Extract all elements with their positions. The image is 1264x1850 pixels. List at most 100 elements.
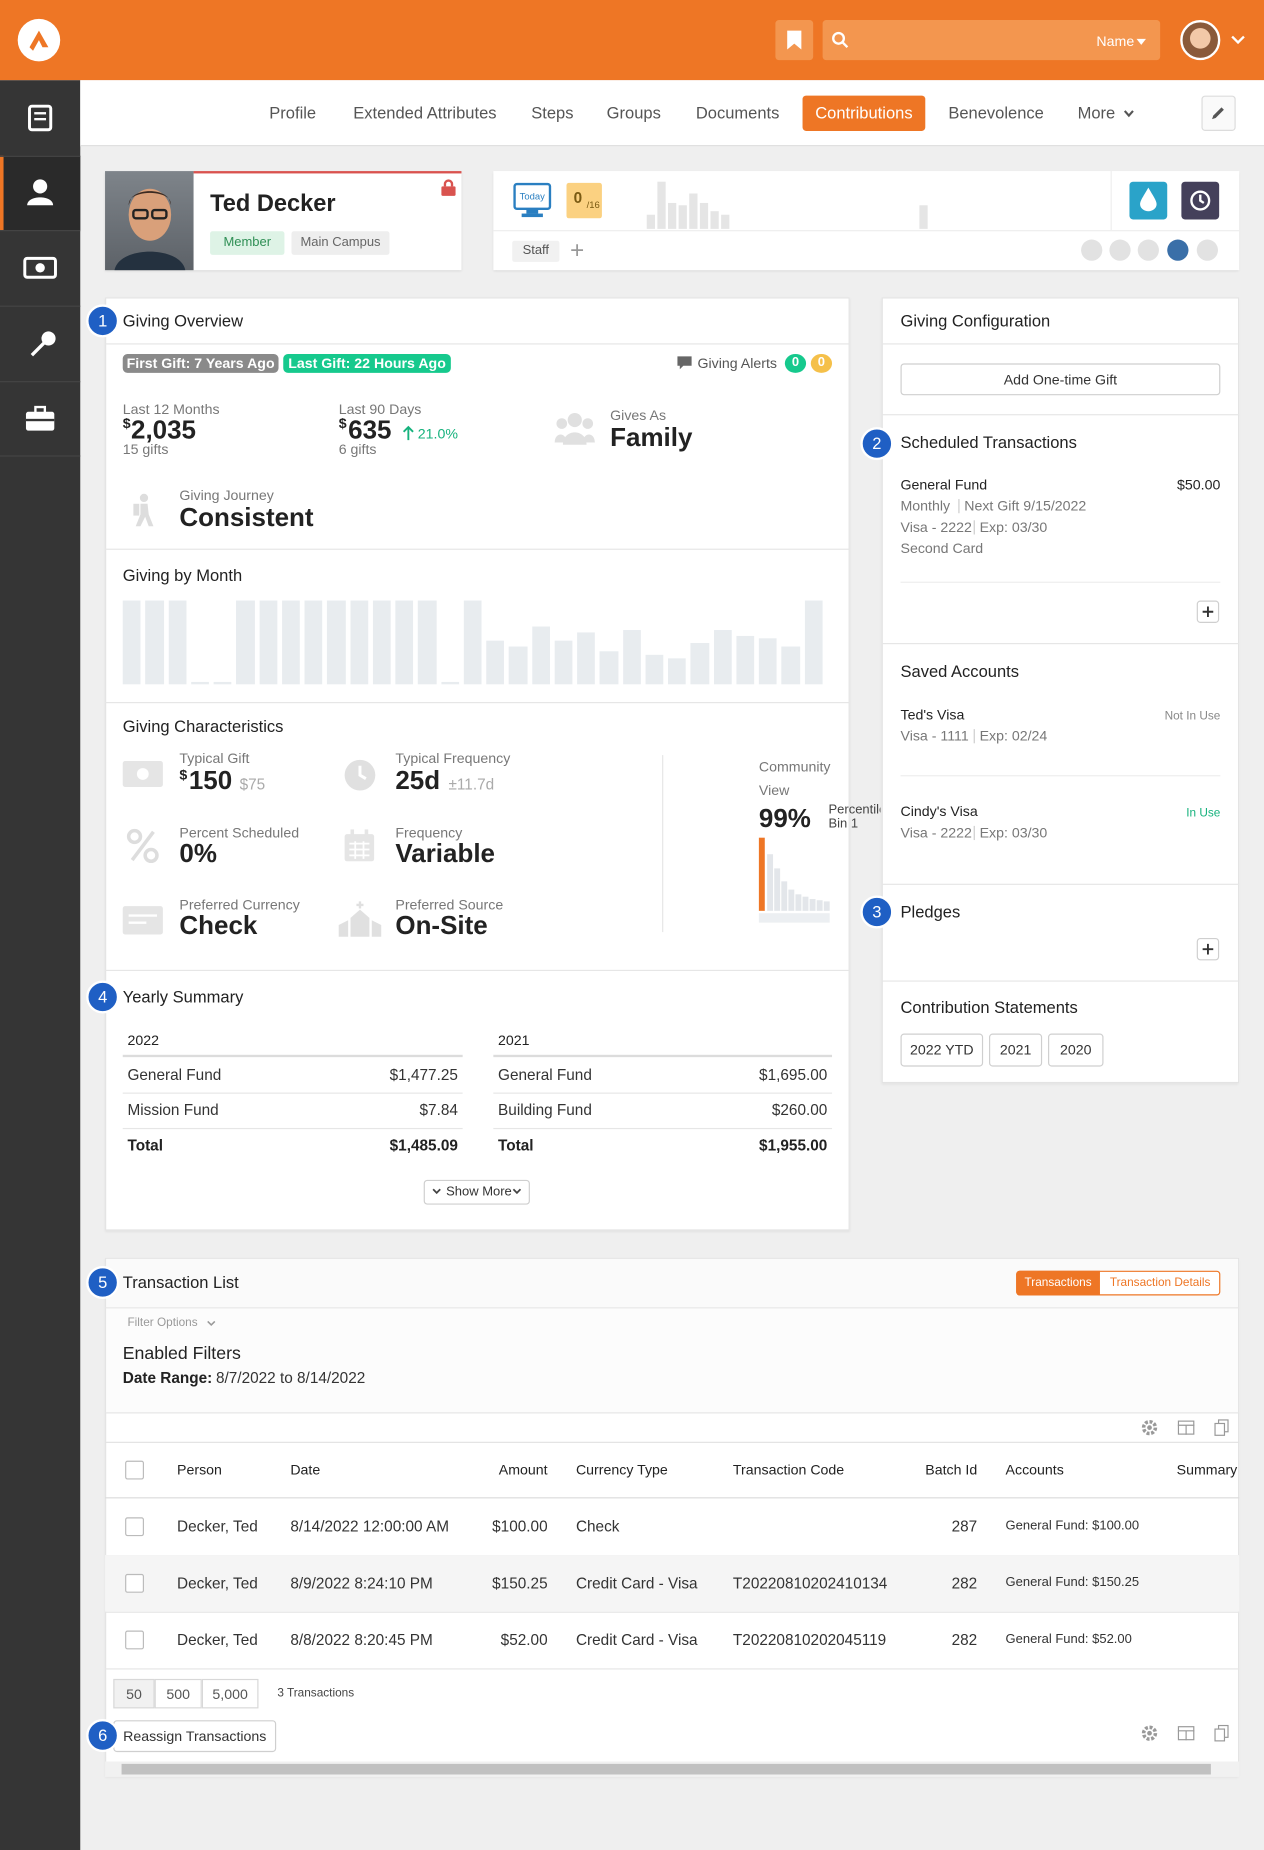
icon-part [338, 909, 382, 937]
attendance-spark [667, 202, 677, 229]
search-box[interactable] [822, 20, 1161, 61]
stat-label: Gives As [610, 406, 667, 424]
step-marker [86, 1719, 120, 1753]
toggle-label[interactable]: Transaction Details [1109, 1276, 1211, 1289]
month-bar [440, 681, 459, 685]
icon-part [1202, 943, 1214, 955]
nav-icon-wrench [30, 331, 56, 357]
show-more-button[interactable] [423, 1179, 530, 1205]
page-size-label[interactable]: 50 [126, 1685, 142, 1702]
select-all-checkbox[interactable] [125, 1460, 144, 1480]
show-more-label[interactable]: Show More [446, 1185, 512, 1200]
add-gift-label[interactable]: Add One-time Gift [1003, 370, 1118, 388]
statement-button[interactable] [989, 1033, 1043, 1067]
nav-tab[interactable]: Benevolence [948, 103, 1044, 123]
icon-part [133, 503, 140, 516]
year-label: 2022 [127, 1032, 159, 1049]
row-stripe [105, 1555, 1240, 1612]
statement-button[interactable] [1048, 1033, 1104, 1067]
nav-tab[interactable]: Contributions [815, 103, 913, 123]
icon-part [432, 1188, 441, 1195]
account-number: Visa - 2222 [900, 824, 972, 842]
community-bin [795, 894, 802, 911]
community-bin [802, 896, 809, 911]
row-checkbox[interactable] [125, 1517, 144, 1537]
row-checkbox[interactable] [125, 1573, 144, 1593]
scrollbar-thumb [121, 1763, 1211, 1775]
month-bar [509, 646, 528, 685]
page-size-label[interactable]: 500 [166, 1685, 191, 1702]
inner-divider [900, 775, 1221, 777]
nav-tab[interactable]: Extended Attributes [353, 103, 497, 123]
section-title: Saved Accounts [900, 661, 1020, 681]
icon-part [1147, 1425, 1152, 1430]
toggle-label[interactable]: Transactions [1024, 1276, 1092, 1289]
panel-divider [105, 548, 850, 550]
account-status: Not In Use [1164, 710, 1221, 724]
reassign-label[interactable]: Reassign Transactions [123, 1727, 267, 1745]
column-header: Transaction Code [732, 1461, 845, 1479]
panel-divider [881, 980, 1240, 982]
panel-divider [881, 883, 1240, 885]
pipe [958, 499, 960, 514]
row-checkbox[interactable] [125, 1630, 144, 1650]
attendance-spark [657, 181, 666, 229]
icon-part [554, 432, 595, 445]
filter-options[interactable]: Filter Options [127, 1316, 198, 1330]
sidebar-divider [0, 155, 81, 157]
nav-tab[interactable]: Profile [269, 103, 317, 123]
column-header: Currency Type [575, 1461, 668, 1479]
plus [1202, 943, 1214, 955]
nav-tab[interactable]: More [1077, 103, 1116, 123]
add-gift-button[interactable] [900, 363, 1221, 396]
community-base [758, 913, 830, 923]
sidebar-divider [0, 381, 81, 383]
pipe [973, 520, 975, 535]
reassign-button[interactable] [113, 1720, 277, 1753]
scheduled-next: Next Gift 9/15/2022 [964, 497, 1087, 515]
icon-part [143, 847, 159, 864]
step-number: 6 [98, 1725, 108, 1745]
nav-tab[interactable]: Steps [531, 103, 574, 123]
attendance-spark [646, 214, 656, 229]
statement-label[interactable]: 2021 [999, 1041, 1032, 1059]
month-bar [168, 600, 187, 685]
avatar[interactable] [1180, 20, 1221, 61]
statement-label[interactable]: 2022 YTD [910, 1041, 974, 1059]
badge-icon-active [1167, 239, 1189, 261]
char-value: On-Site [395, 910, 488, 941]
page-size[interactable] [201, 1678, 259, 1709]
page-size[interactable] [154, 1678, 202, 1709]
month-bar [713, 630, 732, 685]
month-bar [304, 600, 323, 685]
stat-label: Last 90 Days [338, 400, 422, 418]
badge-bar-separator [1110, 171, 1112, 231]
statement-button[interactable] [900, 1033, 984, 1067]
edit-button[interactable] [1201, 95, 1236, 131]
icon-part [402, 425, 414, 441]
table-rule [105, 1497, 1240, 1499]
statement-label[interactable]: 2020 [1060, 1041, 1092, 1059]
icon-part [30, 331, 56, 357]
icon-part [27, 197, 54, 206]
page-size-label[interactable]: 5,000 [212, 1685, 248, 1702]
community-label: Community [758, 758, 831, 775]
community-bin [816, 900, 823, 911]
tab-bar [80, 80, 1264, 147]
community-bin [767, 854, 774, 911]
first-gift-pill [122, 353, 279, 373]
bookmark-icon [787, 30, 802, 50]
caret [1136, 38, 1146, 45]
cell-person: Decker, Ted [177, 1630, 258, 1649]
icon-part [1214, 1728, 1226, 1742]
active-tab[interactable] [802, 95, 926, 131]
icon-part [1190, 190, 1211, 211]
nav-tab[interactable]: Documents [695, 103, 780, 123]
nav-tab[interactable]: Groups [606, 103, 661, 123]
toggle-active[interactable] [1016, 1270, 1100, 1296]
icon-part [128, 914, 157, 924]
row-rule [493, 1127, 833, 1130]
stat-sub: 15 gifts [122, 441, 169, 458]
icon-part [122, 906, 163, 935]
page-size[interactable] [113, 1678, 155, 1709]
